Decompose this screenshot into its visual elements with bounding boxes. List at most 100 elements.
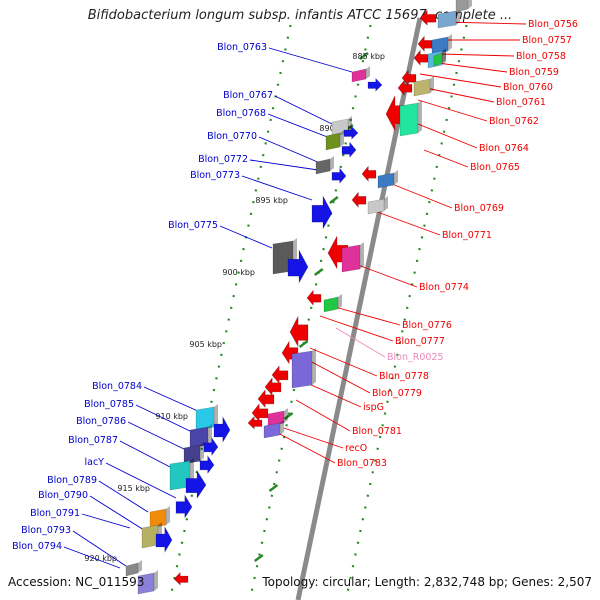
plus-strand-gene[interactable] bbox=[199, 454, 215, 475]
gene-label-minus[interactable]: Blon_0759 bbox=[509, 67, 559, 78]
track-line bbox=[248, 24, 372, 600]
minus-strand-block[interactable] bbox=[431, 34, 452, 55]
gene-label-minus[interactable]: Blon_0781 bbox=[352, 426, 402, 437]
gene-label-plus[interactable]: Blon_0789 bbox=[47, 475, 97, 486]
gene-label-plus[interactable]: lacY bbox=[85, 457, 105, 468]
minus-strand-block[interactable] bbox=[263, 420, 284, 439]
plus-strand-gene[interactable] bbox=[331, 167, 347, 184]
plus-strand-gene[interactable] bbox=[185, 469, 207, 500]
plus-strand-gene[interactable] bbox=[175, 494, 193, 519]
plus-strand-gene[interactable] bbox=[341, 141, 357, 158]
minus-strand-gene[interactable] bbox=[247, 415, 263, 430]
scale-tick bbox=[359, 52, 369, 60]
gene-label-plus[interactable]: Blon_0784 bbox=[92, 381, 142, 392]
minus-strand-gene[interactable] bbox=[173, 571, 189, 586]
scale-tick bbox=[298, 340, 309, 348]
plus-strand-block[interactable] bbox=[189, 424, 212, 449]
minus-strand-block[interactable] bbox=[267, 408, 288, 427]
label-connector bbox=[105, 462, 177, 499]
minus-strand-block[interactable] bbox=[399, 100, 422, 137]
minus-strand-gene[interactable] bbox=[417, 35, 433, 52]
gene-label-plus[interactable]: Blon_0767 bbox=[223, 90, 273, 101]
gene-label-minus[interactable]: Blon_0778 bbox=[379, 371, 429, 382]
gene-label-minus[interactable]: Blon_0769 bbox=[454, 203, 504, 214]
minus-strand-gene[interactable] bbox=[264, 377, 282, 397]
plus-strand-block[interactable] bbox=[183, 442, 204, 465]
minus-strand-block[interactable] bbox=[377, 170, 398, 189]
gene-label-plus[interactable]: Blon_0770 bbox=[207, 131, 257, 142]
gene-features[interactable] bbox=[125, 0, 472, 595]
gene-label-plus[interactable]: Blon_0763 bbox=[217, 42, 267, 53]
minus-strand-gene[interactable] bbox=[351, 191, 367, 208]
minus-strand-gene[interactable] bbox=[419, 9, 437, 26]
gene-label-minus[interactable]: Blon_0779 bbox=[372, 388, 422, 399]
gene-label-minus[interactable]: Blon_0756 bbox=[528, 19, 578, 30]
minus-strand-gene[interactable] bbox=[306, 289, 322, 306]
gene-label-plus[interactable]: Blon_0793 bbox=[21, 525, 71, 536]
minus-strand-gene[interactable] bbox=[361, 165, 377, 182]
gene-label-plus[interactable]: Blon_0790 bbox=[38, 490, 88, 501]
label-connector bbox=[127, 421, 187, 451]
gene-label-minus[interactable]: Blon_0776 bbox=[402, 320, 452, 331]
gene-label-minus[interactable]: Blon_0762 bbox=[489, 116, 539, 127]
gene-label-minus[interactable]: Blon_0764 bbox=[479, 143, 529, 154]
gene-label-minus[interactable]: Blon_0777 bbox=[395, 336, 445, 347]
minus-strand-gene[interactable] bbox=[397, 79, 413, 96]
gene-label-plus[interactable]: Blon_0794 bbox=[12, 541, 62, 552]
gene-label-minus[interactable]: Blon_0765 bbox=[470, 162, 520, 173]
minus-strand-gene[interactable] bbox=[271, 365, 289, 385]
plus-strand-gene[interactable] bbox=[155, 525, 173, 554]
plus-strand-block[interactable] bbox=[149, 506, 170, 529]
gene-label-minus[interactable]: Blon_0758 bbox=[516, 51, 566, 62]
plus-strand-block[interactable] bbox=[315, 156, 334, 175]
plus-strand-block[interactable] bbox=[125, 560, 142, 577]
plus-strand-block[interactable] bbox=[351, 66, 370, 83]
track-line bbox=[168, 24, 292, 600]
gene-label-minus[interactable]: Blon_0774 bbox=[419, 282, 469, 293]
minus-strand-block[interactable] bbox=[367, 196, 388, 215]
gene-label-plus[interactable]: Blon_0773 bbox=[190, 170, 240, 181]
label-connector bbox=[417, 99, 488, 122]
minus-strand-block[interactable] bbox=[455, 0, 472, 13]
gene-label-minus[interactable]: Blon_R0025 bbox=[387, 352, 444, 363]
plus-strand-block[interactable] bbox=[137, 570, 158, 595]
minus-strand-block[interactable] bbox=[433, 50, 446, 67]
gene-label-minus[interactable]: recO bbox=[345, 443, 367, 454]
label-connectors bbox=[63, 21, 527, 569]
minus-strand-gene[interactable] bbox=[257, 389, 275, 409]
minus-strand-block[interactable] bbox=[437, 8, 460, 29]
gene-label-minus[interactable]: Blon_0783 bbox=[337, 458, 387, 469]
minus-strand-block[interactable] bbox=[413, 76, 434, 97]
minus-strand-block[interactable] bbox=[291, 348, 316, 389]
plus-strand-gene[interactable] bbox=[343, 125, 359, 140]
gene-label-minus[interactable]: Blon_0761 bbox=[496, 97, 546, 108]
plus-strand-block[interactable] bbox=[325, 130, 344, 151]
scale-tick bbox=[254, 554, 264, 562]
gene-label-minus[interactable]: Blon_0760 bbox=[503, 82, 553, 93]
minus-strand-gene[interactable] bbox=[251, 403, 269, 423]
gene-label-minus[interactable]: ispG bbox=[363, 402, 384, 413]
gene-label-plus[interactable]: Blon_0772 bbox=[198, 154, 248, 165]
label-connector bbox=[417, 123, 478, 149]
minus-strand-gene[interactable] bbox=[289, 316, 309, 348]
plus-strand-gene[interactable] bbox=[213, 415, 231, 444]
gene-label-plus[interactable]: Blon_0787 bbox=[68, 435, 118, 446]
minus-strand-gene[interactable] bbox=[413, 49, 429, 66]
gene-label-plus[interactable]: Blon_0791 bbox=[30, 508, 80, 519]
gene-label-minus[interactable]: Blon_0757 bbox=[522, 35, 572, 46]
plus-strand-gene[interactable] bbox=[203, 436, 219, 457]
scale-label: 905 kbp bbox=[189, 340, 222, 349]
gene-label-minus[interactable]: Blon_0771 bbox=[442, 230, 492, 241]
gene-label-plus[interactable]: Blon_0785 bbox=[84, 399, 134, 410]
minus-strand-block[interactable] bbox=[323, 294, 342, 313]
minus-strand-block[interactable] bbox=[341, 242, 364, 273]
plus-strand-gene[interactable] bbox=[287, 249, 309, 284]
gene-label-plus[interactable]: Blon_0786 bbox=[76, 416, 126, 427]
gene-label-plus[interactable]: Blon_0775 bbox=[168, 220, 218, 231]
plus-strand-gene[interactable] bbox=[311, 195, 333, 230]
scale-label: 915 kbp bbox=[117, 484, 150, 493]
gene-label-plus[interactable]: Blon_0768 bbox=[216, 108, 266, 119]
gene-labels[interactable]: Blon_0763 Blon_0767 Blon_0768 Blon_0770 Blon… bbox=[12, 19, 578, 552]
plus-strand-gene[interactable] bbox=[367, 77, 383, 92]
